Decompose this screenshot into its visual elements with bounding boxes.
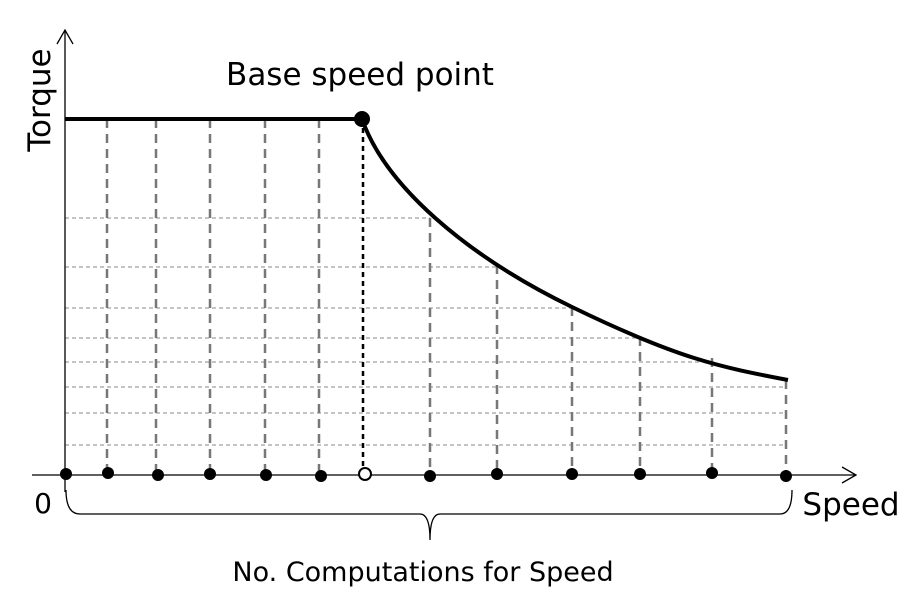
base-point <box>354 111 370 127</box>
base-speed-marker <box>358 467 372 481</box>
vertical-guides <box>105 119 788 475</box>
brace-label: No. Computations for Speed <box>232 557 613 588</box>
title: Base speed point <box>226 57 494 93</box>
brace <box>65 489 793 541</box>
x-axis-label: Speed <box>802 487 899 523</box>
y-axis-label: Torque <box>22 48 58 152</box>
axes <box>32 28 858 492</box>
origin-label: 0 <box>34 487 52 520</box>
torque-curve <box>65 117 789 382</box>
speed-points <box>60 467 792 482</box>
horizontal-guides <box>65 217 786 446</box>
